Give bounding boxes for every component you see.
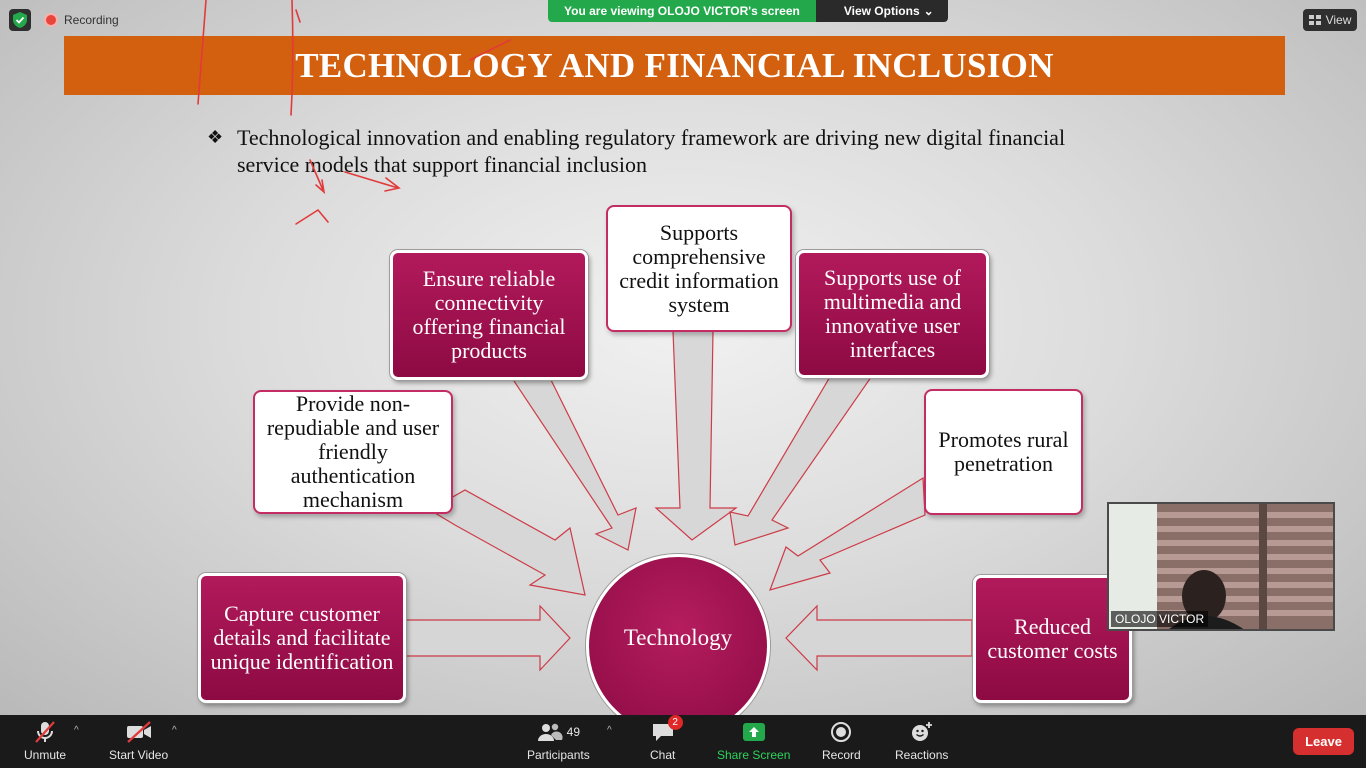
reactions-label: Reactions [895,748,949,762]
box-multimedia: Supports use of multimedia and innovativ… [796,250,989,378]
leave-button[interactable]: Leave [1293,728,1354,755]
technology-circle: Technology [586,554,770,715]
box-rural-text: Promotes rural penetration [938,427,1069,476]
recording-label: Recording [64,13,119,27]
participant-name: OLOJO VICTOR [1111,611,1209,627]
bullet-diamond-icon: ❖ [207,127,224,147]
share-screen-label: Share Screen [717,748,791,762]
participant-count: 49 [566,725,581,739]
recording-indicator[interactable]: Recording [40,9,127,31]
box-auth-text: Provide non-repudiable and user friendly… [266,391,440,512]
participant-video-feed [1109,504,1333,629]
start-video-button[interactable]: Start Video [109,721,168,762]
mic-muted-icon [33,721,57,743]
grid-view-icon [1308,15,1321,25]
box-capture-text: Capture customer details and facilitate … [210,601,394,674]
camera-off-icon [125,721,153,743]
box-rural: Promotes rural penetration [924,389,1083,515]
chevron-down-icon: ⌄ [923,4,934,18]
box-connectivity: Ensure reliable connectivity offering fi… [390,250,588,380]
unmute-button[interactable]: Unmute [24,721,66,762]
participants-button[interactable]: 49 Participants [527,721,590,762]
viewing-banner: You are viewing OLOJO VICTOR's screen Vi… [548,0,948,22]
slide-bullet: ❖ Technological innovation and enabling … [207,124,1087,178]
chat-bubble-icon: 2 [651,715,683,743]
view-button[interactable]: View [1303,9,1357,31]
record-icon [830,721,852,743]
box-costs: Reduced customer costs [973,575,1132,703]
shared-slide: TECHNOLOGY AND FINANCIAL INCLUSION ❖ Tec… [0,0,1366,715]
participants-label: Participants [527,748,590,762]
box-capture-details: Capture customer details and facilitate … [198,573,406,703]
view-options-button[interactable]: View Options ⌄ [815,0,948,22]
video-options-caret-icon[interactable]: ^ [172,725,177,736]
box-multimedia-text: Supports use of multimedia and innovativ… [823,265,962,362]
share-screen-icon [742,721,766,743]
smiley-plus-icon [910,721,934,743]
unmute-label: Unmute [24,748,67,762]
chat-label: Chat [650,748,676,762]
bullet-text: Technological innovation and enabling re… [237,125,1077,177]
box-costs-text: Reduced customer costs [987,614,1118,663]
box-connect-text: Ensure reliable connectivity offering fi… [412,266,566,363]
view-options-label: View Options [843,4,920,18]
chat-unread-badge: 2 [667,715,683,730]
chat-button[interactable]: 2 Chat [650,715,683,762]
share-screen-button[interactable]: Share Screen [717,721,790,762]
start-video-label: Start Video [109,748,169,762]
viewing-banner-text: You are viewing OLOJO VICTOR's screen [548,0,816,22]
audio-options-caret-icon[interactable]: ^ [74,725,79,736]
box-authentication: Provide non-repudiable and user friendly… [253,390,453,514]
security-shield-icon[interactable] [9,9,31,31]
meeting-toolbar: Unmute ^ Start Video ^ 49 Participants ^… [0,715,1366,768]
record-dot-icon [44,13,58,27]
participants-icon: 49 [537,721,580,743]
box-credit-info: Supports comprehensive credit informatio… [606,205,792,332]
record-button[interactable]: Record [822,721,861,762]
slide-title: TECHNOLOGY AND FINANCIAL INCLUSION [295,45,1054,85]
slide-title-bar: TECHNOLOGY AND FINANCIAL INCLUSION [64,36,1285,95]
annotation-strokes [197,0,973,672]
box-credit-text: Supports comprehensive credit informatio… [619,219,779,317]
record-label: Record [822,748,861,762]
participant-video-tile[interactable]: OLOJO VICTOR [1107,502,1335,631]
technology-label: Technology [623,625,733,650]
view-label: View [1325,13,1352,27]
reactions-button[interactable]: Reactions [895,721,948,762]
participants-caret-icon[interactable]: ^ [607,725,612,736]
